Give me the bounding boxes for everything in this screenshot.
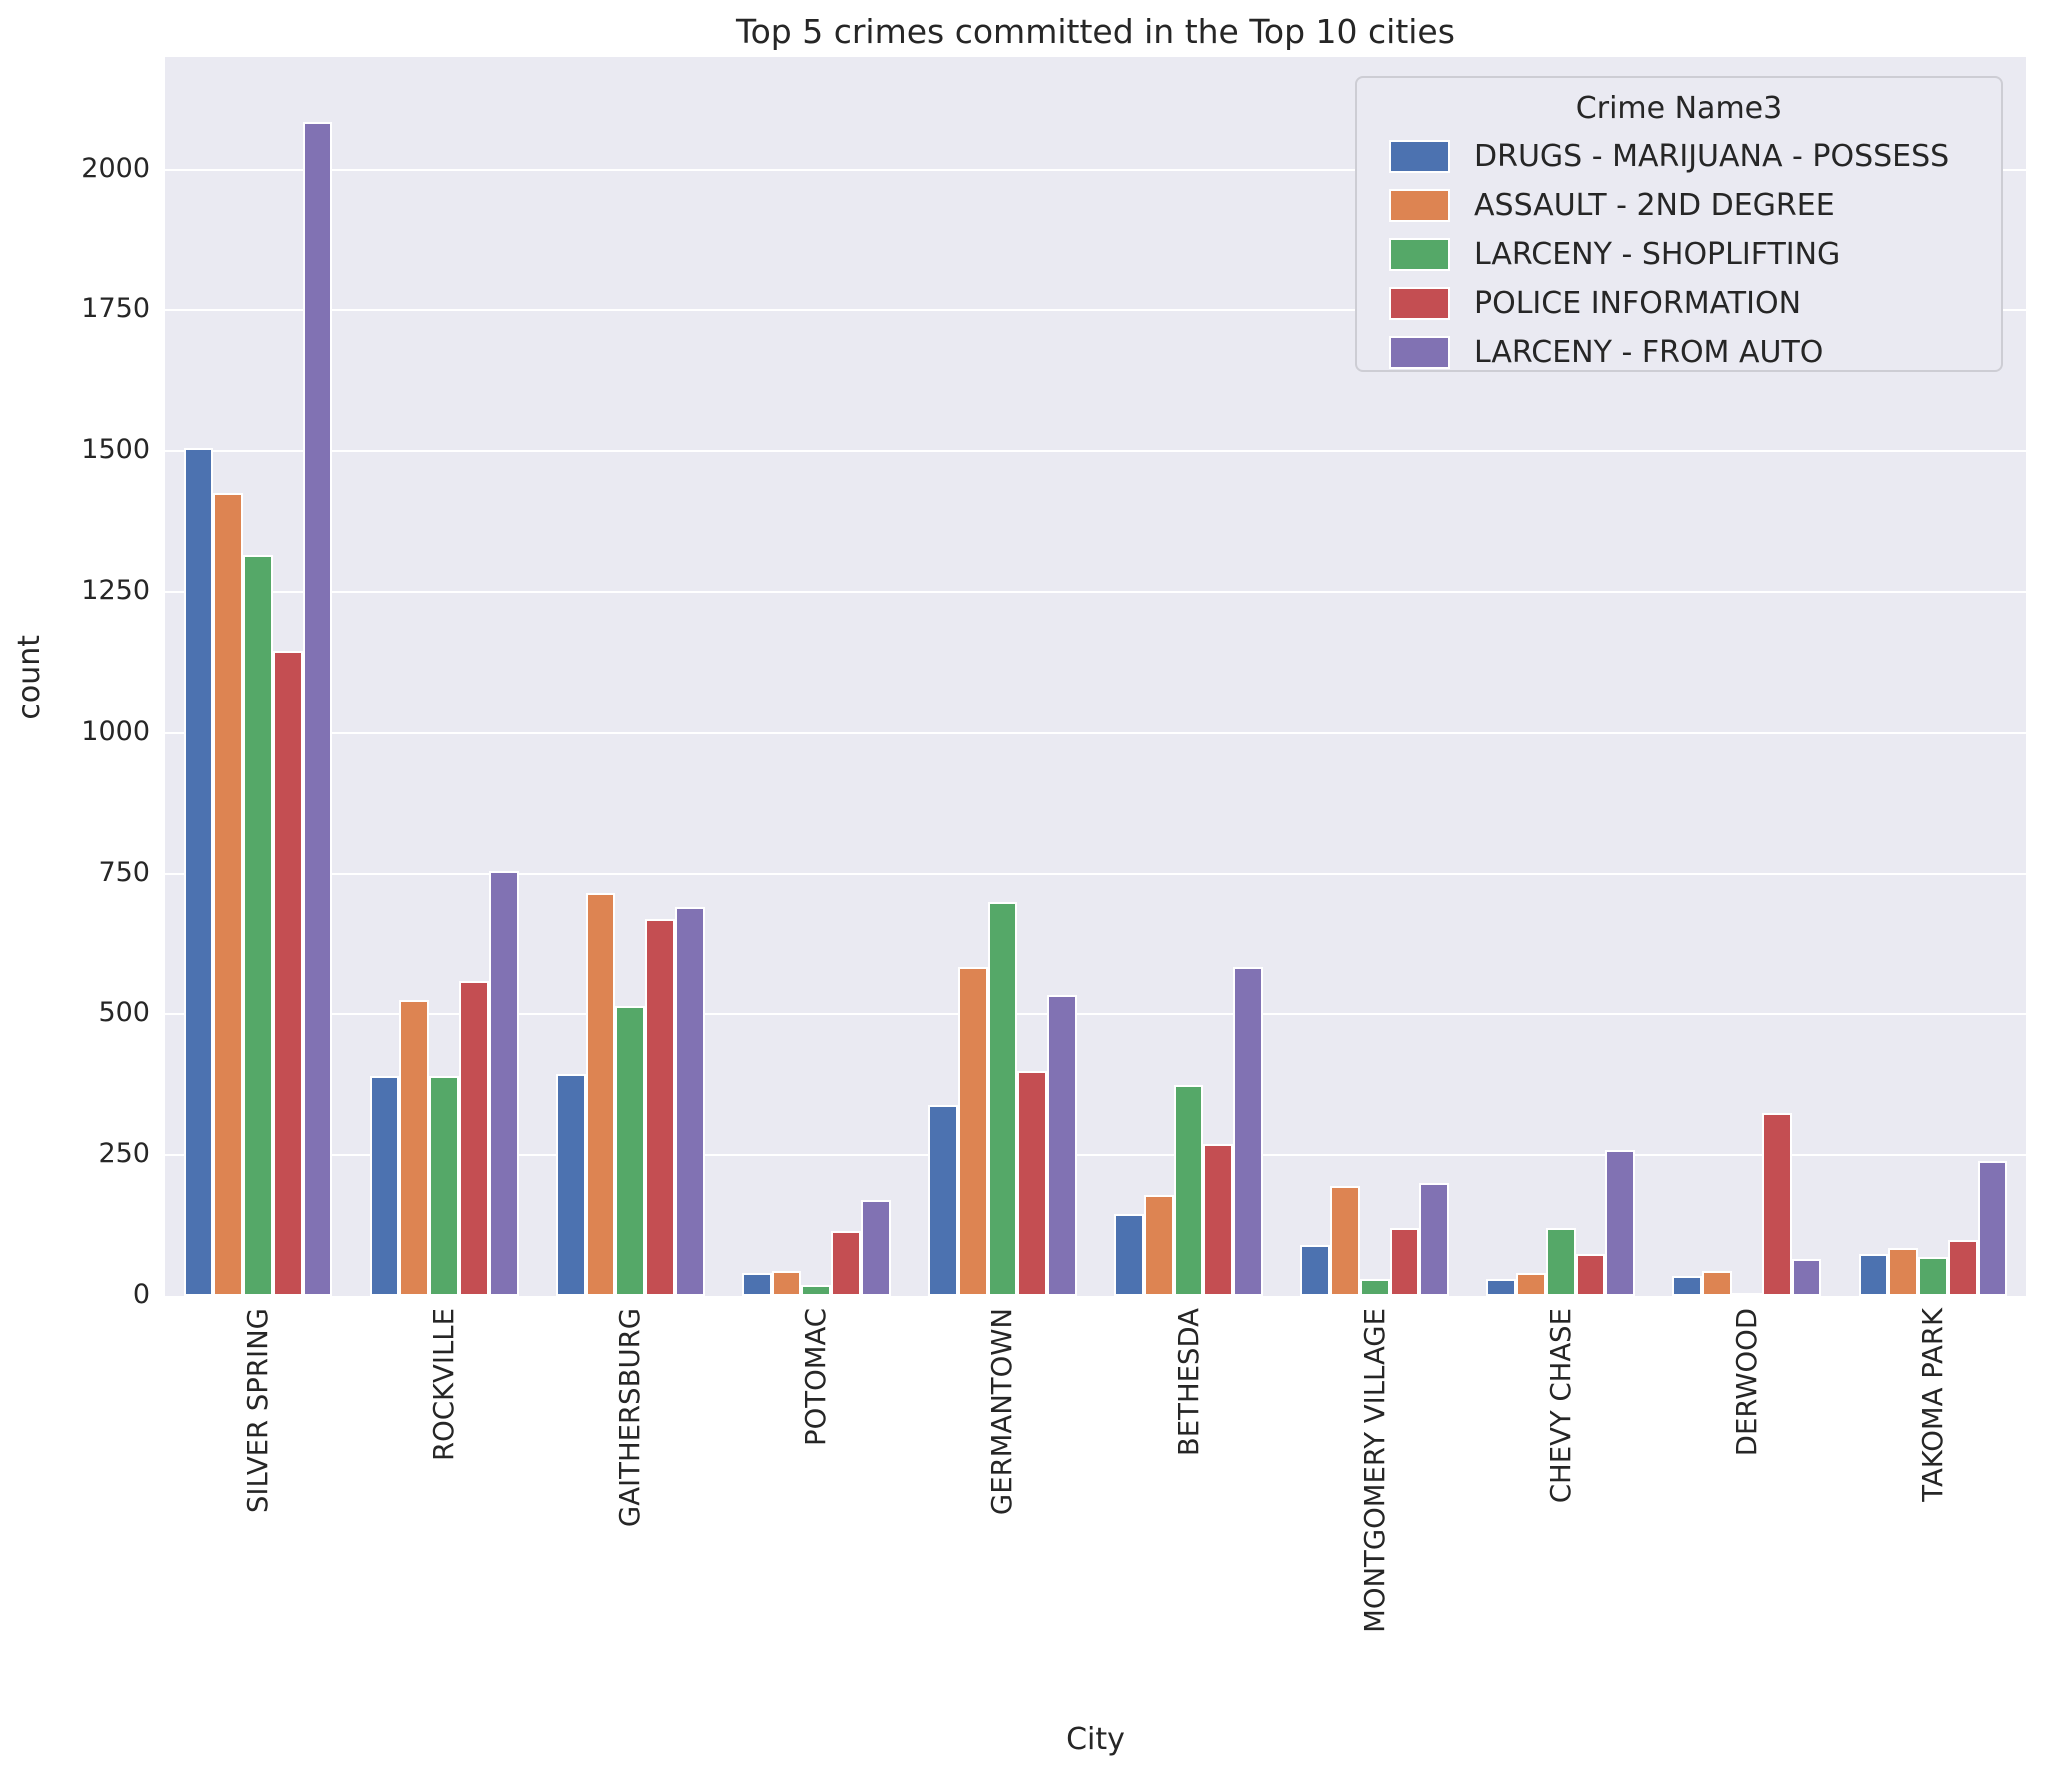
bar [555, 1073, 586, 1296]
bar [243, 555, 273, 1296]
legend-label: POLICE INFORMATION [1474, 286, 1802, 321]
bar [1702, 1270, 1732, 1296]
bar [741, 1273, 772, 1296]
legend-title: Crime Name3 [1575, 91, 1783, 126]
x-tick-label: MONTGOMERY VILLAGE [1358, 1308, 1391, 1633]
bar [771, 1270, 802, 1296]
gridline [165, 591, 2026, 594]
bar [1918, 1256, 1948, 1296]
bar [645, 918, 675, 1296]
bar [1545, 1228, 1576, 1296]
bar [801, 1284, 832, 1296]
legend-item: ASSAULT - 2ND DEGREE [1357, 181, 2001, 230]
legend-items: DRUGS - MARIJUANA - POSSESS ASSAULT - 2ND… [1357, 132, 2001, 377]
x-tick-label: DERWOOD [1730, 1308, 1763, 1457]
bar [459, 980, 489, 1296]
gridline [165, 731, 2026, 734]
x-tick-label: TAKOMA PARK [1916, 1308, 1949, 1502]
bar [1300, 1245, 1330, 1296]
bar [1858, 1253, 1889, 1296]
bar [1516, 1273, 1546, 1296]
x-tick-label: GAITHERSBURG [614, 1308, 647, 1528]
legend-swatch [1389, 189, 1450, 222]
bar [861, 1200, 891, 1296]
gridline [165, 450, 2026, 453]
y-tick-label: 0 [132, 1279, 150, 1310]
bar [183, 448, 214, 1296]
bar [369, 1076, 400, 1296]
bar [1329, 1186, 1360, 1296]
y-tick-label: 1250 [81, 575, 150, 607]
y-tick-label: 750 [98, 856, 150, 888]
bar [399, 1000, 430, 1296]
legend-item: POLICE INFORMATION [1357, 279, 2001, 328]
bar [302, 121, 333, 1296]
bar [1233, 966, 1263, 1296]
bar [1017, 1070, 1048, 1296]
x-tick-label: GERMANTOWN [986, 1308, 1019, 1516]
bar [1203, 1143, 1234, 1296]
legend-swatch [1389, 238, 1450, 271]
bar [1173, 1084, 1204, 1296]
bar [585, 893, 616, 1296]
bar [674, 907, 705, 1296]
legend-item: LARCENY - SHOPLIFTING [1357, 230, 2001, 279]
bar [1605, 1149, 1636, 1296]
bar [1143, 1194, 1174, 1296]
legend-label: LARCENY - SHOPLIFTING [1474, 237, 1841, 272]
bar [1947, 1239, 1978, 1296]
x-axis-label: City [1066, 1722, 1125, 1757]
y-tick-label: 1000 [81, 715, 150, 747]
legend-label: ASSAULT - 2ND DEGREE [1474, 188, 1835, 223]
bar [987, 901, 1018, 1296]
bar [213, 493, 244, 1296]
legend-swatch [1389, 287, 1450, 320]
bar [1977, 1160, 2008, 1296]
bar [1359, 1279, 1390, 1296]
gridline [165, 168, 2026, 171]
bar [1389, 1228, 1420, 1296]
bar [1672, 1276, 1703, 1296]
bar [429, 1076, 460, 1296]
gridline [165, 1154, 2026, 1157]
bar [831, 1231, 861, 1296]
legend-label: DRUGS - MARIJUANA - POSSESS [1474, 139, 1950, 174]
gridline [165, 1013, 2026, 1016]
y-tick-label: 1500 [81, 434, 150, 466]
y-tick-label: 500 [98, 997, 150, 1029]
gridline [165, 309, 2026, 312]
bar [1575, 1253, 1606, 1296]
x-tick-label: POTOMAC [800, 1308, 833, 1446]
bar [928, 1104, 958, 1296]
bar [1486, 1279, 1517, 1296]
x-tick-label: ROCKVILLE [428, 1308, 461, 1461]
y-axis-label: count [12, 635, 47, 720]
bar [1047, 994, 1077, 1296]
bar [1731, 1293, 1762, 1298]
bar [1419, 1183, 1450, 1296]
legend-swatch [1389, 336, 1450, 369]
chart-title: Top 5 crimes committed in the Top 10 cit… [736, 12, 1455, 51]
bar [488, 870, 519, 1296]
bar [615, 1005, 646, 1296]
bar [1791, 1259, 1822, 1296]
legend-swatch [1389, 140, 1450, 173]
bar [1761, 1112, 1792, 1296]
bar [272, 651, 303, 1296]
bar [1888, 1248, 1919, 1296]
legend: Crime Name3 DRUGS - MARIJUANA - POSSESS A… [1355, 76, 2003, 372]
bar [1114, 1214, 1144, 1296]
legend-item: DRUGS - MARIJUANA - POSSESS [1357, 132, 2001, 181]
legend-label: LARCENY - FROM AUTO [1474, 335, 1824, 370]
bar [957, 966, 988, 1296]
y-tick-label: 2000 [81, 152, 150, 184]
gridline [165, 872, 2026, 875]
x-tick-label: CHEVY CHASE [1544, 1308, 1577, 1504]
x-tick-label: BETHESDA [1172, 1308, 1205, 1457]
legend-item: LARCENY - FROM AUTO [1357, 328, 2001, 377]
x-tick-label: SILVER SPRING [242, 1308, 275, 1514]
y-tick-label: 250 [98, 1138, 150, 1170]
y-tick-label: 1750 [81, 293, 150, 325]
